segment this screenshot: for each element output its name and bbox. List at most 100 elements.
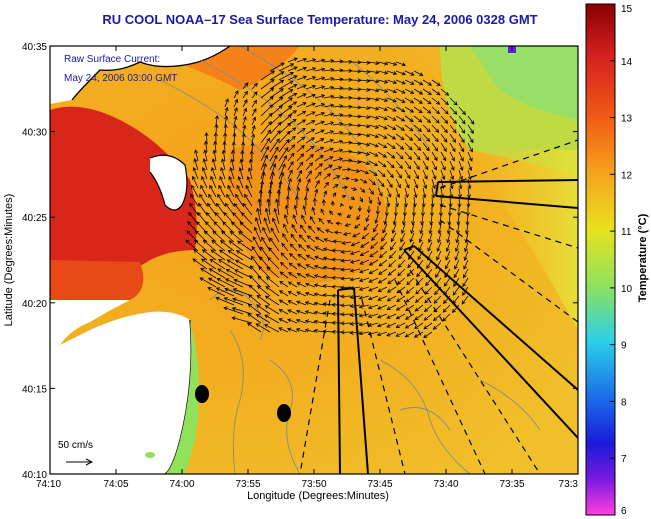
- current-vector: [296, 153, 304, 162]
- current-vector-head: [224, 106, 229, 112]
- current-vector: [458, 133, 465, 143]
- current-vector: [228, 240, 244, 252]
- current-vector-head: [352, 233, 357, 238]
- current-vector-head: [430, 203, 435, 208]
- current-vector-head: [367, 322, 373, 327]
- current-vector: [314, 265, 325, 270]
- current-vector: [359, 313, 370, 317]
- current-vector: [279, 290, 289, 297]
- current-vector: [440, 187, 444, 198]
- current-vector-head: [414, 325, 419, 329]
- current-vector: [254, 227, 262, 243]
- current-vector: [413, 97, 423, 104]
- current-vector-head: [318, 217, 323, 223]
- current-vector: [296, 128, 306, 135]
- current-vector: [384, 214, 388, 225]
- current-vector: [423, 331, 433, 338]
- current-vector-head: [304, 291, 310, 296]
- current-vector-head: [284, 204, 289, 209]
- current-vector: [467, 178, 471, 189]
- current-vector: [386, 313, 397, 319]
- current-vector: [404, 187, 409, 198]
- current-vector-head: [418, 118, 423, 123]
- annotation-line2: May 24, 2006 03:00 GMT: [64, 73, 177, 84]
- current-vector-head: [331, 275, 336, 280]
- current-vector-head: [358, 322, 363, 327]
- current-vector: [294, 205, 298, 216]
- current-vector-head: [289, 80, 294, 85]
- current-vector-head: [383, 135, 388, 139]
- current-vector: [260, 146, 269, 162]
- current-vector: [288, 272, 298, 279]
- current-vector: [279, 281, 289, 288]
- current-vector: [297, 254, 307, 261]
- current-vector: [386, 142, 396, 149]
- current-vector-head: [340, 285, 345, 290]
- current-vector: [467, 142, 473, 152]
- current-vector: [287, 178, 292, 189]
- current-vector-head: [380, 183, 385, 188]
- current-vector: [352, 232, 361, 238]
- current-vector: [454, 259, 460, 270]
- current-vector: [350, 268, 361, 272]
- current-vector-head: [388, 183, 393, 188]
- current-vector: [368, 277, 379, 283]
- current-vector-head: [435, 128, 440, 133]
- current-vector-head: [443, 291, 448, 296]
- current-vector-head: [224, 202, 229, 208]
- current-vector: [236, 185, 244, 198]
- current-vector: [308, 225, 316, 234]
- current-vector-head: [408, 255, 412, 260]
- current-vector-head: [374, 115, 380, 120]
- current-vector: [233, 107, 238, 117]
- current-vector-head: [371, 236, 376, 242]
- current-vector-head: [396, 289, 401, 294]
- current-vector-head: [188, 211, 193, 217]
- current-vector: [467, 160, 472, 171]
- current-vector: [305, 187, 309, 198]
- current-vector: [464, 250, 469, 261]
- current-vector: [264, 324, 280, 333]
- current-vector-head: [253, 82, 258, 87]
- current-vector: [453, 277, 460, 287]
- current-vector: [185, 239, 199, 252]
- current-vector-head: [215, 296, 220, 301]
- current-vector-head: [246, 322, 252, 327]
- current-vector: [467, 169, 472, 180]
- current-vector-head: [391, 229, 396, 234]
- current-vector-head: [321, 67, 326, 72]
- current-vector-head: [383, 220, 388, 226]
- current-vector-head: [276, 129, 281, 135]
- current-vector: [305, 94, 316, 99]
- current-vector-head: [400, 238, 404, 243]
- current-vector-head: [366, 133, 371, 138]
- current-vector: [269, 146, 279, 162]
- current-vector-head: [434, 147, 439, 152]
- current-vector: [368, 70, 379, 74]
- current-vector-head: [366, 96, 371, 101]
- current-vector-head: [301, 128, 306, 132]
- current-vector: [314, 311, 325, 315]
- current-vector: [404, 115, 414, 122]
- current-vector-head: [304, 328, 309, 333]
- current-vector: [416, 268, 424, 277]
- current-vector: [373, 223, 379, 233]
- current-vector: [453, 268, 460, 278]
- current-vector: [368, 160, 378, 166]
- current-vector-head: [192, 258, 197, 263]
- current-vector: [242, 108, 247, 117]
- current-vector-head: [322, 265, 327, 270]
- current-vector-head: [249, 265, 254, 270]
- current-vector: [314, 330, 325, 333]
- current-vector-head: [410, 81, 415, 85]
- current-vector-head: [423, 316, 428, 321]
- current-vector: [323, 130, 334, 135]
- current-vector-head: [360, 243, 365, 248]
- current-vector: [431, 97, 440, 105]
- current-vector-head: [268, 247, 273, 252]
- current-vector-head: [251, 245, 256, 251]
- current-vector: [375, 214, 379, 224]
- current-vector: [194, 239, 208, 252]
- current-vector-head: [384, 79, 389, 84]
- current-vector-head: [453, 110, 458, 115]
